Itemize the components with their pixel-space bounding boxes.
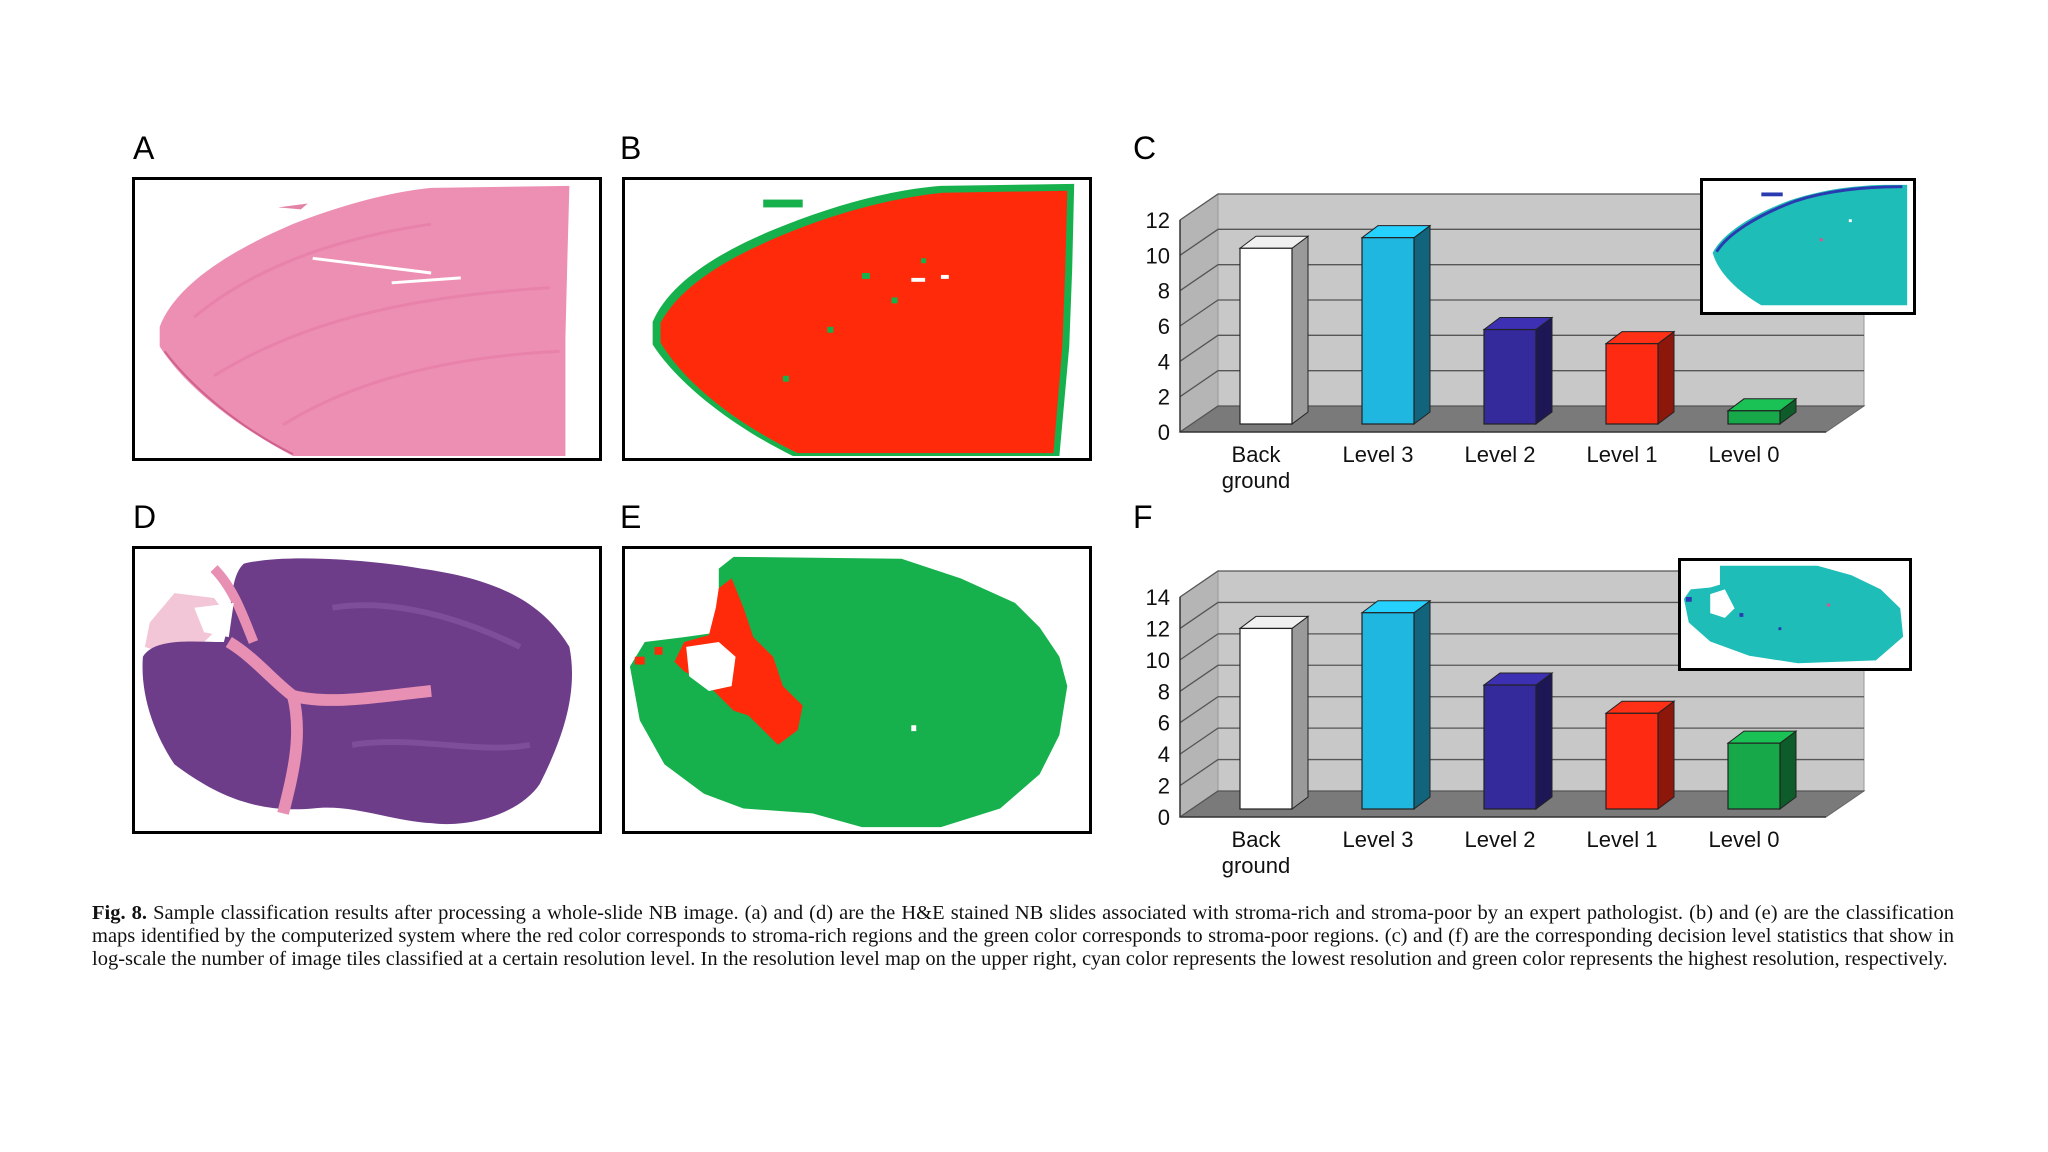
figure-caption: Fig. 8. Sample classification results af…	[92, 902, 1954, 971]
panel-label-d: D	[133, 499, 157, 535]
y-tick-label: 6	[1158, 711, 1170, 736]
y-tick-label: 10	[1146, 648, 1170, 673]
y-tick-label: 8	[1158, 279, 1170, 304]
panel-label-f: F	[1133, 499, 1153, 535]
chart-gridline	[1179, 299, 1864, 327]
panel-label-a: A	[133, 130, 155, 166]
chart-gridline	[1179, 664, 1864, 692]
bar-1	[1360, 224, 1432, 425]
chart-side-wall	[1179, 570, 1219, 818]
x-category-label: Back	[1232, 442, 1282, 467]
bar-front	[1239, 247, 1293, 425]
x-category-label: Level 3	[1343, 442, 1414, 467]
x-category-label: Back	[1232, 827, 1282, 852]
bar-4	[1726, 730, 1798, 810]
bar-front	[1361, 612, 1415, 810]
bar-front	[1727, 742, 1781, 810]
chart-gridline	[1179, 228, 1864, 256]
y-tick-label: 8	[1158, 679, 1170, 704]
x-category-label: Level 3	[1343, 827, 1414, 852]
x-category-label: Level 1	[1587, 442, 1658, 467]
y-tick-label: 14	[1146, 585, 1170, 610]
bar-front	[1361, 237, 1415, 425]
y-tick-label: 10	[1146, 243, 1170, 268]
bar-side	[1535, 316, 1553, 425]
bar-side	[1779, 730, 1797, 810]
x-category-label: Level 0	[1709, 442, 1780, 467]
chart-gridline	[1179, 601, 1864, 629]
chart-gridline	[1179, 696, 1864, 724]
panel-label-e: E	[620, 499, 642, 535]
bar-side	[1657, 700, 1675, 810]
chart-gridline	[1179, 264, 1864, 292]
x-category-label: Level 2	[1465, 442, 1536, 467]
x-category-label: ground	[1222, 468, 1291, 493]
resolution-level-map-inset-f	[1678, 558, 1912, 671]
bar-side	[1413, 599, 1431, 810]
bar-3	[1604, 330, 1676, 425]
bar-front	[1239, 627, 1293, 810]
y-tick-label: 4	[1158, 742, 1170, 767]
x-category-label: ground	[1222, 853, 1291, 878]
bar-side	[1291, 235, 1309, 425]
bar-front	[1483, 328, 1537, 425]
y-tick-label: 2	[1158, 774, 1170, 799]
bar-front	[1727, 410, 1781, 425]
y-tick-label: 12	[1146, 208, 1170, 233]
bar-front	[1483, 684, 1537, 810]
y-tick-label: 0	[1158, 420, 1170, 445]
caption-fig-label: Fig. 8.	[92, 902, 148, 924]
he-slide-stroma-poor	[132, 546, 602, 834]
chart-gridline	[1179, 570, 1864, 598]
panel-label-b: B	[620, 130, 642, 166]
bar-side	[1535, 672, 1553, 810]
bar-2	[1482, 672, 1554, 810]
caption-text: Sample classification results after proc…	[92, 902, 1954, 970]
y-tick-label: 0	[1158, 805, 1170, 830]
bar-0	[1238, 235, 1310, 425]
chart-gridline	[1179, 633, 1864, 661]
bar-side	[1657, 330, 1675, 425]
chart-gridline	[1179, 193, 1864, 221]
y-tick-label: 6	[1158, 314, 1170, 339]
y-tick-label: 2	[1158, 385, 1170, 410]
panel-label-c: C	[1133, 130, 1157, 166]
bar-side	[1291, 615, 1309, 810]
bar-front	[1605, 712, 1659, 810]
bar-4	[1726, 397, 1798, 425]
x-category-label: Level 0	[1709, 827, 1780, 852]
bar-1	[1360, 599, 1432, 810]
classification-map-stroma-poor	[622, 546, 1092, 834]
y-tick-label: 4	[1158, 349, 1170, 374]
he-slide-stroma-rich	[132, 177, 602, 461]
bar-front	[1605, 343, 1659, 425]
bar-side	[1413, 224, 1431, 425]
classification-map-stroma-rich	[622, 177, 1092, 461]
y-tick-label: 12	[1146, 616, 1170, 641]
x-category-label: Level 1	[1587, 827, 1658, 852]
resolution-level-map-inset-c	[1700, 178, 1916, 315]
bar-2	[1482, 316, 1554, 425]
x-category-label: Level 2	[1465, 827, 1536, 852]
bar-3	[1604, 700, 1676, 810]
bar-0	[1238, 615, 1310, 810]
